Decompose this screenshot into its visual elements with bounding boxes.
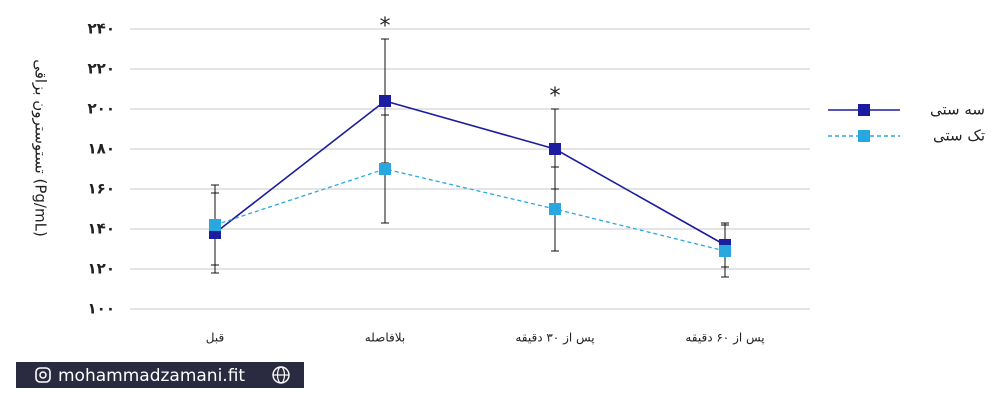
series-line — [214, 100, 726, 246]
legend-marker — [858, 130, 870, 142]
y-axis-label: تستوسترون بزاقی (Pg/mL) — [32, 59, 50, 237]
marker — [549, 203, 561, 215]
y-tick-label: ۱۰۰ — [88, 300, 115, 318]
legend-label: تک ستی — [933, 127, 985, 145]
instagram-icon-lens — [39, 371, 47, 379]
legend-label: سه ستی — [930, 101, 985, 119]
watermark-box — [16, 362, 304, 388]
x-tick-label: پس از ۳۰ دقیقه — [515, 331, 594, 346]
x-tick-label: بلافاصله — [365, 331, 406, 345]
y-tick-label: ۲۰۰ — [88, 100, 115, 118]
series-line — [214, 168, 726, 252]
y-tick-label: ۱۸۰ — [88, 140, 115, 158]
legend-marker — [858, 104, 870, 116]
significance-marker: * — [380, 14, 391, 39]
instagram-icon — [35, 367, 51, 383]
marker — [719, 245, 731, 257]
y-tick-label: ۱۶۰ — [88, 180, 115, 198]
marker — [379, 95, 391, 107]
x-tick-label: قبل — [206, 331, 224, 345]
marker — [209, 219, 221, 231]
y-tick-label: ۱۴۰ — [88, 220, 115, 238]
marker — [549, 143, 561, 155]
x-tick-label: پس از ۶۰ دقیقه — [685, 331, 764, 346]
y-tick-label: ۲۴۰ — [88, 20, 115, 38]
marker — [379, 163, 391, 175]
y-tick-label: ۱۲۰ — [88, 260, 115, 278]
y-tick-label: ۲۲۰ — [88, 60, 115, 78]
significance-marker: * — [550, 84, 561, 109]
watermark: mohammadzamani.fit — [58, 366, 245, 386]
